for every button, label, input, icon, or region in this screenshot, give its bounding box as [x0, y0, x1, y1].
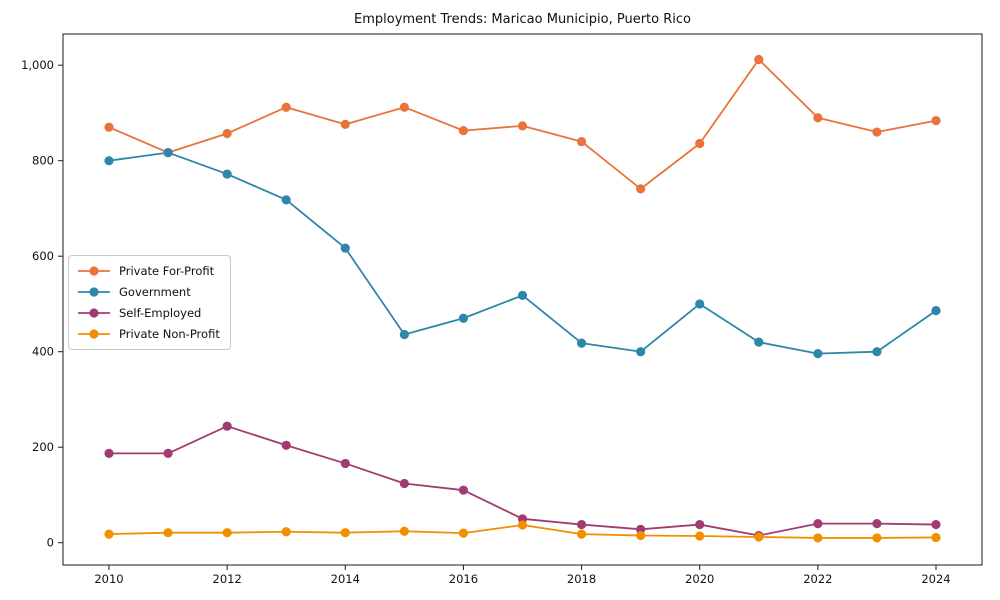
series-private-non-profit-point-2019 [636, 530, 646, 541]
x-axis-tick-label: 2024 [921, 572, 950, 586]
series-self-employed-point-2010 [104, 448, 114, 459]
legend-marker-icon [78, 266, 110, 276]
x-axis-tick-label: 2016 [449, 572, 478, 586]
series-private-non-profit-point-2010 [104, 529, 114, 539]
legend-marker-icon [78, 287, 110, 297]
series-private-non-profit-point-2021 [754, 532, 764, 542]
series-private-non-profit-point-2013 [281, 527, 291, 537]
series-self-employed-point-2023 [872, 519, 882, 529]
series-self-employed-point-2020 [695, 519, 705, 530]
x-axis-tick-label: 2020 [685, 572, 714, 586]
series-private-for-profit-point-2024 [931, 115, 941, 126]
series-private-for-profit-point-2016 [458, 126, 469, 136]
series-government-point-2024 [931, 306, 941, 316]
legend-label: Government [119, 285, 191, 299]
series-private-non-profit-point-2024 [931, 532, 941, 543]
x-axis-tick-label: 2010 [94, 572, 123, 586]
series-government-point-2022 [813, 349, 823, 359]
series-self-employed-point-2016 [458, 485, 469, 495]
series-private-for-profit-point-2018 [576, 137, 587, 147]
series-government-point-2013 [281, 195, 291, 205]
legend: Private For-Profit Government Self-Employe… [68, 255, 231, 350]
series-private-for-profit-point-2017 [517, 121, 528, 131]
series-self-employed-point-2024 [931, 519, 941, 530]
series-self-employed-point-2012 [222, 421, 232, 431]
series-government-point-2016 [458, 313, 469, 323]
y-axis-tick-label: 1,000 [21, 58, 54, 72]
series-self-employed-point-2013 [281, 440, 291, 450]
series-government-point-2020 [695, 299, 705, 309]
series-government-point-2018 [576, 338, 587, 348]
series-government-point-2012 [222, 169, 232, 179]
series-private-for-profit-point-2012 [222, 128, 232, 139]
series-government-point-2021 [754, 337, 764, 347]
plot-border [62, 33, 983, 566]
series-private-for-profit-point-2020 [695, 138, 705, 149]
series-self-employed-point-2018 [576, 519, 587, 530]
y-axis-tick-label: 400 [32, 345, 54, 359]
series-government-line [108, 151, 937, 355]
series-private-non-profit-point-2018 [576, 529, 587, 539]
series-private-non-profit-point-2020 [695, 531, 705, 541]
series-government-point-2010 [104, 156, 114, 166]
series-private-for-profit-point-2013 [281, 102, 291, 112]
series-private-for-profit-point-2021 [754, 54, 764, 65]
legend-marker-icon [78, 308, 110, 318]
series-private-non-profit-point-2017 [517, 520, 528, 530]
series-private-for-profit-point-2022 [813, 113, 823, 123]
series-government-point-2015 [399, 329, 409, 340]
series-government-point-2011 [163, 147, 173, 158]
x-axis-tick-label: 2014 [331, 572, 360, 586]
x-axis-tick-label: 2022 [803, 572, 832, 586]
series-government-point-2023 [872, 347, 882, 357]
series-private-non-profit-point-2011 [163, 528, 173, 538]
legend-item-government: Government [77, 283, 220, 301]
legend-item-self-employed: Self-Employed [77, 304, 220, 322]
y-axis-tick-label: 200 [32, 440, 54, 454]
legend-item-private-non-profit: Private Non-Profit [77, 325, 220, 343]
chart-title: Employment Trends: Maricao Municipio, Pu… [354, 12, 691, 27]
series-private-non-profit-point-2012 [222, 528, 232, 538]
x-axis-tick-label: 2018 [567, 572, 596, 586]
series-private-for-profit-point-2023 [872, 127, 882, 137]
y-axis-tick-label: 600 [32, 249, 54, 263]
series-private-for-profit-point-2015 [399, 102, 409, 112]
series-government-point-2017 [517, 290, 528, 300]
x-axis-tick-label: 2012 [213, 572, 242, 586]
y-axis-tick-label: 0 [47, 536, 54, 550]
series-private-for-profit-point-2010 [104, 122, 114, 132]
series-self-employed-point-2022 [813, 519, 823, 529]
legend-label: Self-Employed [119, 306, 202, 320]
y-axis-tick-label: 800 [32, 154, 54, 168]
legend-label: Private Non-Profit [119, 327, 220, 341]
series-private-non-profit-point-2016 [458, 528, 469, 538]
series-private-non-profit-point-2015 [399, 526, 409, 536]
series-government-point-2014 [340, 243, 350, 253]
legend-item-private-for-profit: Private For-Profit [77, 262, 220, 280]
series-private-non-profit-point-2023 [872, 533, 882, 543]
series-self-employed-point-2015 [399, 478, 409, 489]
legend-label: Private For-Profit [119, 264, 215, 278]
series-private-for-profit-point-2014 [340, 119, 350, 130]
series-private-non-profit-point-2014 [340, 528, 350, 538]
series-self-employed-point-2011 [163, 448, 173, 459]
series-private-for-profit-point-2019 [636, 184, 646, 194]
series-private-non-profit-point-2022 [813, 533, 823, 543]
legend-marker-icon [78, 329, 110, 339]
series-self-employed-point-2014 [340, 458, 350, 469]
series-government-point-2019 [636, 347, 646, 357]
